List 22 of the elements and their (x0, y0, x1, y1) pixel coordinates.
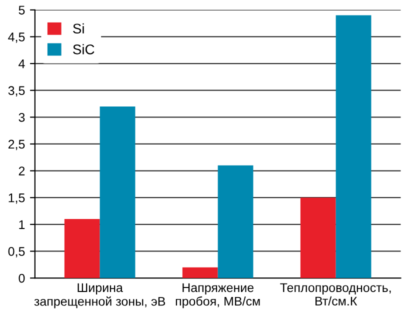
legend-label: Si (73, 23, 84, 34)
bar (182, 267, 218, 278)
x-tick-label: Теплопроводность, Вт/см.К (280, 283, 391, 306)
y-tick-label: 4,5 (8, 32, 25, 43)
y-tick-label: 0,5 (8, 247, 25, 258)
bar (64, 219, 100, 278)
y-tick-label: 1 (19, 220, 25, 229)
bar (300, 198, 336, 278)
y-tick-label: 0 (18, 274, 25, 283)
y-tick-label: 1,5 (8, 194, 25, 204)
y-tick-label: 2,5 (8, 140, 25, 150)
x-tick-label: Ширина запрещенной зоны, эВ (34, 283, 166, 308)
y-tick-label: 5 (18, 6, 25, 15)
legend-label: SiC (73, 44, 94, 54)
x-tick-label: Напряжение пробоя, МВ/см (176, 283, 260, 308)
bar (218, 165, 254, 278)
bar (336, 15, 372, 278)
y-tick-label: 3 (18, 112, 25, 122)
y-tick-label: 3,5 (8, 86, 25, 96)
y-tick-label: 4 (18, 59, 25, 68)
y-tick-label: 2 (18, 166, 25, 176)
bar (100, 106, 136, 278)
